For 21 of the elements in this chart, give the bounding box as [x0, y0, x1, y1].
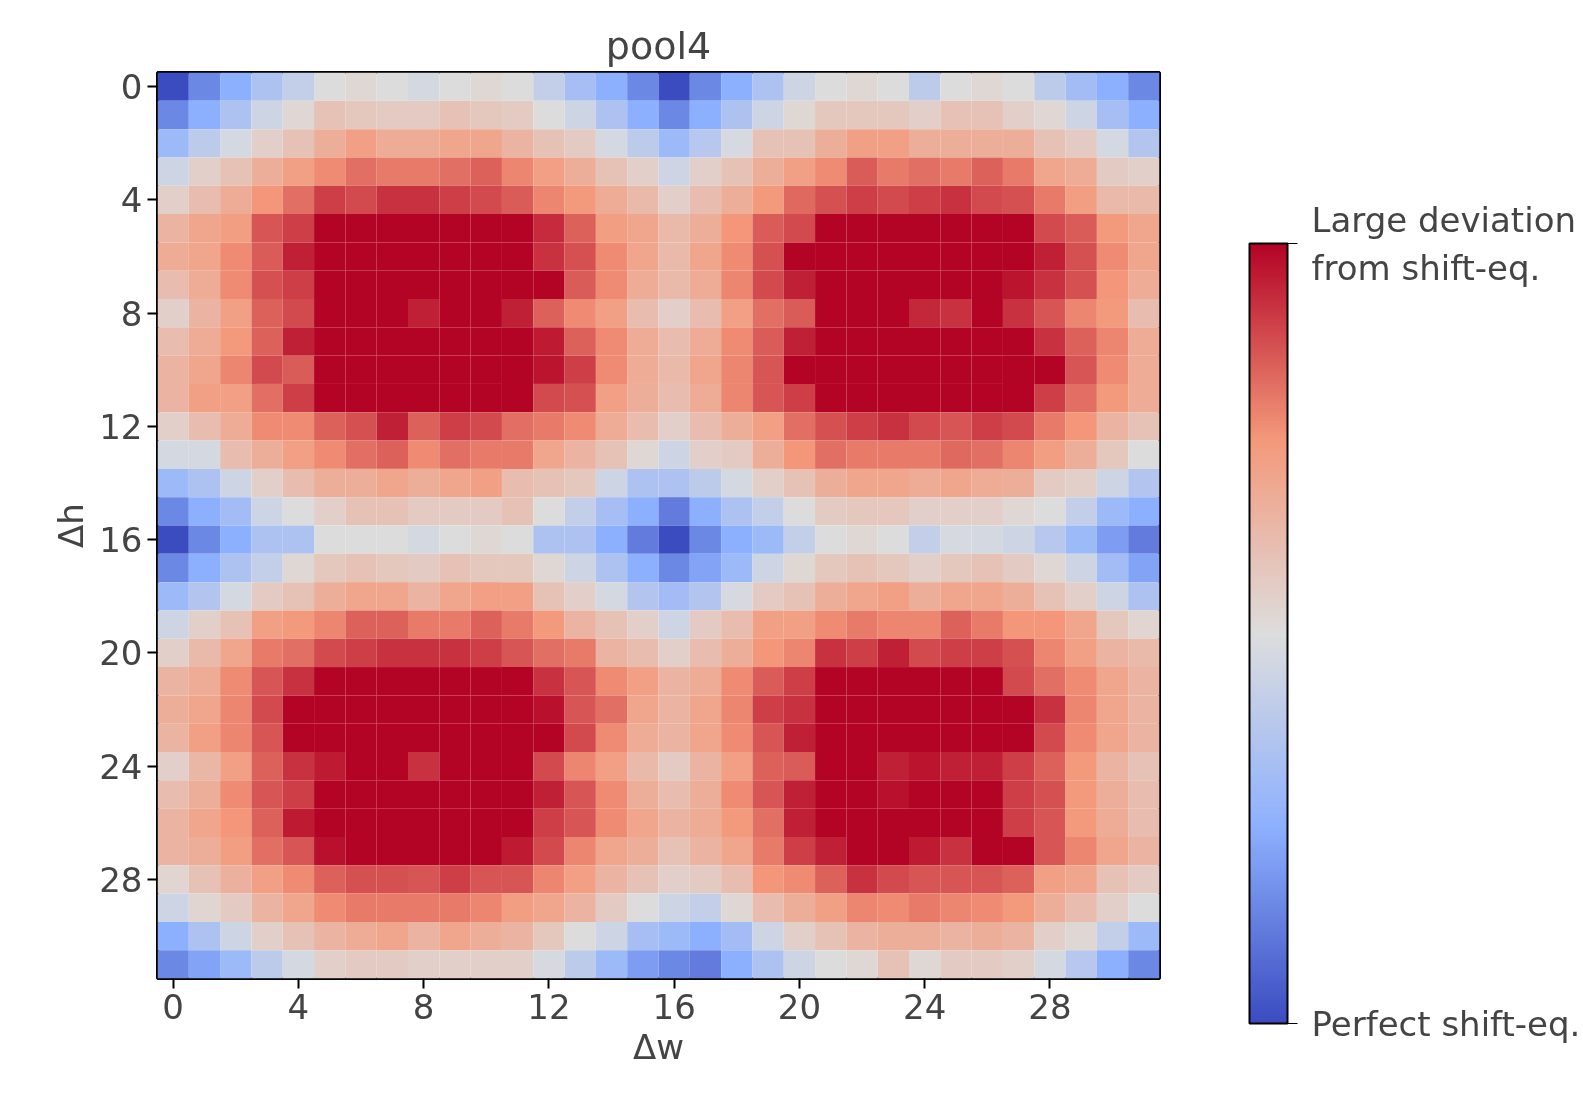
- x-tick-label: 28: [1028, 986, 1072, 1027]
- x-tick-label: 4: [287, 986, 310, 1027]
- y-tick-label: 0: [120, 67, 143, 108]
- y-tick-label: 16: [99, 520, 143, 561]
- color-bar-label: Large deviation from shift-eq.: [1311, 199, 1576, 288]
- y-tick-label: 20: [99, 633, 143, 674]
- chart-title: pool4: [605, 23, 712, 68]
- x-tick-label: 8: [412, 986, 435, 1027]
- x-tick-label: 12: [527, 986, 571, 1027]
- y-tick-label: 28: [99, 859, 143, 900]
- y-tick-label: 8: [120, 293, 143, 334]
- color-bar-label: Perfect shift-eq.: [1311, 1003, 1581, 1044]
- x-tick-label: 0: [162, 986, 184, 1027]
- y-tick-label: 4: [120, 180, 143, 221]
- y-tick-label: 24: [99, 746, 143, 787]
- x-axis-title: Δw: [632, 1026, 685, 1067]
- x-tick-label: 20: [777, 986, 822, 1027]
- y-tick-label: 12: [99, 406, 143, 447]
- x-tick-label: 24: [903, 986, 947, 1027]
- y-axis-title: Δh: [51, 503, 92, 548]
- x-tick-label: 16: [652, 986, 696, 1027]
